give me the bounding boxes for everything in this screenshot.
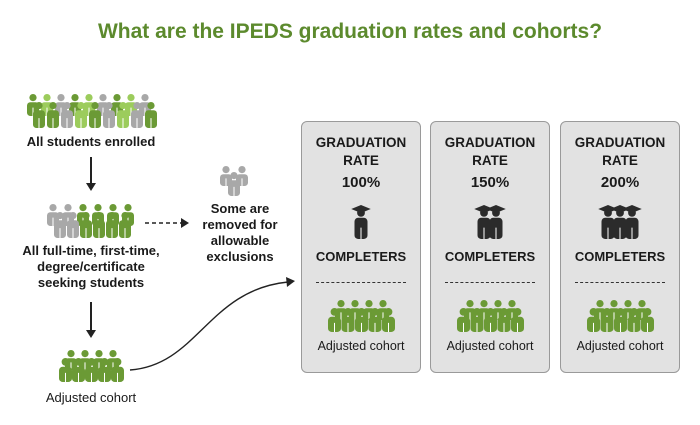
person-icon [85, 358, 98, 382]
ftft-students-label: All full-time, first-time, degree/certif… [0, 243, 182, 291]
cohort-people-icon [561, 300, 679, 332]
graduation-rate-card: GRADUATION RATE 150% COMPLETERS Adjusted… [430, 121, 550, 373]
excluded-people-icon [216, 166, 256, 196]
person-icon [382, 308, 395, 332]
person-icon [93, 212, 105, 238]
person-icon [72, 358, 85, 382]
all-students-people-icon [25, 94, 157, 128]
graduation-rate-card: GRADUATION RATE 200% COMPLETERS Adjusted… [560, 121, 680, 373]
person-icon [117, 102, 129, 128]
person-icon [145, 102, 157, 128]
person-icon [54, 212, 66, 238]
mortarboard-icon [598, 205, 618, 213]
rate-title-line-1: GRADUATION [444, 135, 536, 150]
divider [445, 282, 535, 283]
graduate-icon [601, 209, 615, 239]
ftft-line-1: All full-time, first-time, [22, 243, 160, 258]
all-students-label: All students enrolled [26, 134, 156, 149]
person-icon [355, 308, 368, 332]
completers-label: COMPLETERS [444, 249, 536, 264]
person-icon [627, 308, 641, 332]
ftft-line-2: degree/certificate [37, 259, 145, 274]
rate-title-line-2: RATE [602, 153, 638, 168]
adjusted-cohort-people-icon [59, 350, 125, 382]
person-icon [103, 102, 115, 128]
exclusion-line-2: removed for [202, 217, 278, 232]
exclusions-label: Some are removed for allowable exclusion… [190, 201, 290, 265]
mortarboard-icon [610, 205, 630, 213]
divider [575, 282, 665, 283]
mortarboard-icon [486, 205, 506, 213]
person-icon [106, 212, 118, 238]
person-icon [131, 102, 143, 128]
person-icon [59, 358, 72, 382]
page-title: What are the IPEDS graduation rates and … [97, 20, 603, 43]
rate-title: GRADUATION RATE [561, 134, 679, 170]
person-icon [641, 308, 654, 332]
person-icon [511, 308, 524, 332]
person-icon [61, 102, 73, 128]
person-icon [497, 308, 511, 332]
rate-title-line-1: GRADUATION [574, 135, 666, 150]
rate-title-line-2: RATE [472, 153, 508, 168]
graduate-icon [354, 209, 368, 239]
rate-title-line-2: RATE [343, 153, 379, 168]
graduation-rate-card: GRADUATION RATE 100% COMPLETERS Adjusted… [301, 121, 421, 373]
person-icon [600, 308, 614, 332]
person-icon [89, 102, 101, 128]
dashed-arrow-icon [145, 216, 193, 230]
exclusion-line-4: exclusions [206, 249, 274, 264]
graduate-icon [613, 209, 627, 239]
exclusion-line-3: allowable [210, 233, 270, 248]
adjusted-cohort-label: Adjusted cohort [45, 390, 137, 405]
completers-label: COMPLETERS [315, 249, 407, 264]
person-icon [470, 308, 484, 332]
person-icon [75, 102, 87, 128]
divider [316, 282, 406, 283]
ftft-students-people-icon [45, 204, 137, 238]
person-icon [119, 212, 131, 238]
person-icon [341, 308, 355, 332]
ftft-line-3: seeking students [37, 275, 145, 290]
rate-title: GRADUATION RATE [431, 134, 549, 170]
graduate-icon [489, 209, 503, 239]
adjusted-cohort-label: Adjusted cohort [317, 339, 405, 353]
person-icon [47, 102, 59, 128]
person-icon [111, 358, 124, 382]
arrow-down-icon [84, 157, 98, 193]
cohort-people-icon [302, 300, 420, 332]
arrow-down-icon [84, 302, 98, 340]
person-icon [368, 308, 382, 332]
graduates-icon [431, 205, 549, 241]
person-icon [614, 308, 627, 332]
rate-title-line-1: GRADUATION [315, 135, 407, 150]
graduate-icon [477, 209, 491, 239]
person-icon [457, 308, 470, 332]
graduate-icon [625, 209, 639, 239]
rate-title: GRADUATION RATE [302, 134, 420, 170]
cohort-people-icon [431, 300, 549, 332]
rate-percent: 150% [470, 174, 510, 191]
person-icon [33, 102, 45, 128]
mortarboard-icon [351, 205, 371, 213]
rate-percent: 200% [600, 174, 640, 191]
mortarboard-icon [622, 205, 642, 213]
adjusted-cohort-label: Adjusted cohort [446, 339, 534, 353]
person-icon [328, 308, 341, 332]
graduates-icon [561, 205, 679, 241]
person-icon [98, 358, 111, 382]
person-icon [228, 172, 240, 196]
person-icon [484, 308, 497, 332]
curved-arrow-icon [128, 270, 300, 374]
exclusion-line-1: Some are [210, 201, 270, 216]
person-icon [67, 212, 79, 238]
graduates-icon [302, 205, 420, 241]
mortarboard-icon [474, 205, 494, 213]
completers-label: COMPLETERS [574, 249, 666, 264]
person-icon [80, 212, 92, 238]
person-icon [587, 308, 600, 332]
rate-percent: 100% [341, 174, 381, 191]
adjusted-cohort-label: Adjusted cohort [576, 339, 664, 353]
